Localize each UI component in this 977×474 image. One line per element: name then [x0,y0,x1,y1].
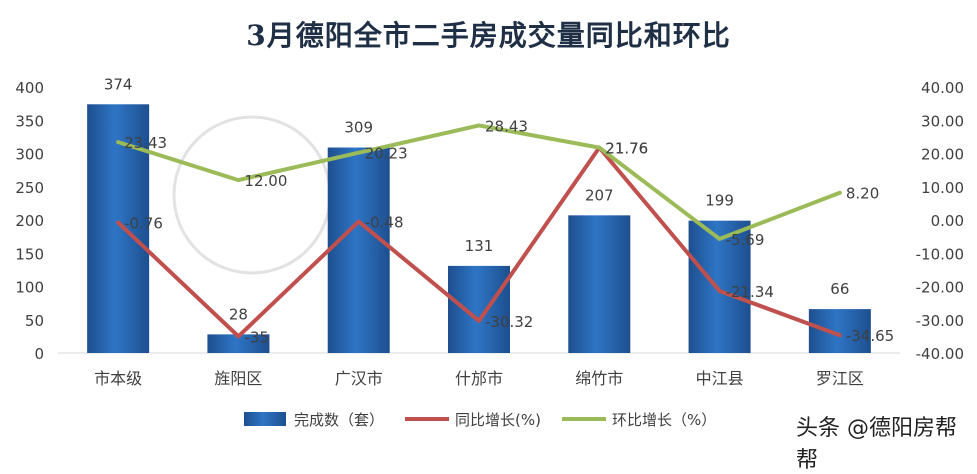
yoy-data-label: -0.48 [365,214,404,232]
y-left-tick-label: 100 [15,279,44,297]
y-right-tick-label: -40.00 [916,345,964,363]
bar [207,334,270,353]
y-left-tick-label: 150 [15,245,44,263]
chart-title: 3月德阳全市二手房成交量同比和环比 [246,19,731,52]
yoy-point [477,319,481,323]
bar-data-label: 199 [705,192,734,210]
y-left-tick-label: 400 [15,79,44,97]
mom-point [718,237,722,241]
mom-data-label: 20.23 [365,145,408,163]
y-left-tick-label: 350 [15,112,44,130]
yoy-point [718,289,722,293]
bar-data-label: 207 [585,186,614,204]
legend-label: 同比增长(%) [455,411,541,429]
mom-data-label: 23.43 [124,134,167,152]
y-right-tick-label: 0.00 [931,212,964,230]
y-left-tick-label: 200 [15,212,44,230]
y-right-tick-label: -10.00 [916,245,964,263]
mom-point [236,178,240,182]
yoy-data-label: -0.76 [124,215,163,233]
x-tick-label: 市本级 [94,369,142,388]
bar [568,215,631,353]
bar-data-label: 66 [830,280,849,298]
x-tick-label: 罗江区 [816,369,864,388]
yoy-data-label: -35 [244,328,269,346]
legend-label: 环比增长（%） [612,411,716,429]
x-tick-label: 中江县 [696,369,744,388]
y-left-tick-label: 250 [15,179,44,197]
mom-point [116,140,120,144]
bar [688,220,751,353]
bar [87,104,150,353]
mom-data-label: -5.69 [726,231,765,249]
y-right-tick-label: 10.00 [921,179,964,197]
yoy-data-label: 21.76 [605,140,648,158]
watermark-emblem [172,115,332,275]
y-right-tick-label: 20.00 [921,146,964,164]
yoy-point [116,221,120,225]
yoy-point [357,220,361,224]
yoy-data-label: -34.65 [846,327,894,345]
y-right-tick-label: 30.00 [921,112,964,130]
bar-data-label: 309 [344,119,373,137]
yoy-point [838,333,842,337]
mom-data-label: 12.00 [244,172,287,190]
mom-data-label: 28.43 [485,117,528,135]
mom-point [838,191,842,195]
yoy-point [236,334,240,338]
mom-point [597,146,601,150]
x-tick-label: 广汉市 [335,369,383,388]
y-left-tick-label: 0 [34,345,44,363]
bar-data-label: 28 [229,305,248,323]
x-tick-label: 什邡市 [455,369,503,388]
y-left-tick-label: 300 [15,146,44,164]
bar [327,147,390,353]
x-tick-label: 绵竹市 [575,369,623,388]
yoy-data-label: -30.32 [485,313,533,331]
yoy-data-label: -21.34 [726,283,774,301]
y-right-tick-label: -30.00 [916,312,964,330]
bar-data-label: 131 [465,237,494,255]
watermark-text: 头条 @德阳房帮帮 [796,416,957,473]
chart-svg: 0 50 100 150 200 250 300 350 400 -40.00 -30.00 -20.… [15,75,964,429]
mom-point [477,123,481,127]
y-right-tick-label: 40.00 [921,79,964,97]
x-tick-label: 旌阳区 [214,369,262,388]
mom-point [357,151,361,155]
bar [808,309,871,353]
mom-data-label: 21.76 [605,140,648,158]
mom-data-label: 8.20 [846,185,879,203]
bar-data-label: 374 [104,75,133,93]
y-left-tick-label: 50 [25,312,44,330]
legend-label: 完成数（套） [294,411,384,429]
y-right-tick-label: -20.00 [916,279,964,297]
chart-container: 3月德阳全市二手房成交量同比和环比 0 50 100 150 200 250 300 350 4… [15,19,964,473]
legend-swatch-bar [244,412,286,426]
bar [448,265,510,353]
